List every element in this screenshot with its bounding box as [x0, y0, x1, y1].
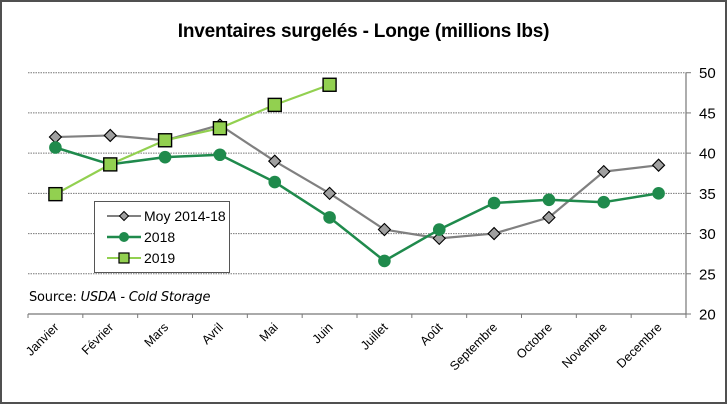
data-point-diamond [596, 164, 611, 179]
data-point-square [157, 133, 173, 148]
data-point-circle [213, 148, 227, 162]
data-point-circle [597, 195, 611, 209]
series-line [55, 146, 659, 263]
data-point-square [322, 77, 337, 92]
x-tick-label: Decembre [614, 320, 665, 371]
square-marker-icon [107, 252, 141, 264]
y-tick-label: 30 [699, 226, 716, 243]
x-tick-label: Juin [310, 320, 336, 346]
legend: Moy 2014-18 2018 2019 [94, 201, 230, 273]
y-tick-label: 40 [699, 146, 716, 163]
x-tick-label: Mars [142, 320, 172, 350]
legend-item-2018: 2018 [95, 227, 175, 247]
x-tick-label: Janvier [23, 320, 61, 358]
source-prefix: Source: [29, 290, 81, 305]
y-tick-label: 45 [699, 105, 716, 122]
data-point-circle [323, 211, 336, 224]
x-tick-label: Novembre [559, 320, 610, 371]
data-point-circle [268, 175, 282, 189]
data-point-square [103, 157, 118, 172]
data-point-diamond [103, 128, 118, 143]
data-point-diamond [432, 231, 447, 246]
data-point-circle [542, 193, 556, 207]
data-point-circle [378, 254, 391, 268]
data-point-diamond [322, 186, 337, 201]
data-point-circle [652, 187, 665, 200]
legend-label: 2018 [144, 229, 176, 245]
data-point-square [267, 97, 282, 113]
data-point-square [212, 120, 228, 136]
data-point-square [48, 186, 63, 202]
data-point-circle [487, 196, 501, 210]
source-annotation: Source: USDA - Cold Storage [29, 290, 210, 305]
data-point-diamond [542, 210, 556, 225]
diamond-marker-icon [107, 210, 141, 222]
legend-item-2019: 2019 [95, 248, 175, 268]
circle-marker-icon [107, 232, 141, 242]
data-point-diamond [487, 226, 501, 241]
data-point-circle [158, 150, 172, 164]
y-tick-label: 35 [699, 186, 716, 203]
data-point-circle [432, 223, 446, 236]
x-tick-labels: Janvier Février Mars Avril Mai Juin Juillet Aoû… [23, 320, 665, 374]
series-2019 [48, 77, 337, 202]
data-point-diamond [651, 158, 666, 172]
data-point-diamond [377, 222, 392, 237]
series-line [54, 83, 330, 196]
y-tick-label: 25 [699, 266, 716, 283]
x-tick-label: Juillet [358, 320, 391, 353]
x-tick-label: Septembre [447, 320, 500, 373]
x-tick-label: Avril [199, 320, 226, 347]
series-line [55, 123, 659, 240]
source-text: USDA - Cold Storage [80, 290, 211, 305]
data-point-diamond [267, 154, 282, 168]
data-point-circle [49, 141, 62, 154]
x-tick-label: Octobre [514, 320, 555, 361]
y-tick-label: 50 [699, 65, 716, 82]
legend-label: Moy 2014-18 [144, 208, 226, 224]
legend-label: 2019 [144, 250, 176, 266]
y-tick-labels: 20 25 30 35 40 45 50 [699, 65, 716, 323]
y-tick-label: 20 [699, 307, 716, 324]
chart-title: Inventaires surgelés - Longe (millions l… [177, 21, 550, 42]
x-tick-label: Août [417, 320, 445, 348]
x-tick-label: Mai [257, 320, 281, 344]
series-2018 [49, 141, 665, 268]
axes [27, 72, 691, 318]
x-tick-label: Février [79, 320, 116, 357]
series-group [48, 77, 666, 268]
legend-item-moy: Moy 2014-18 [95, 206, 226, 226]
